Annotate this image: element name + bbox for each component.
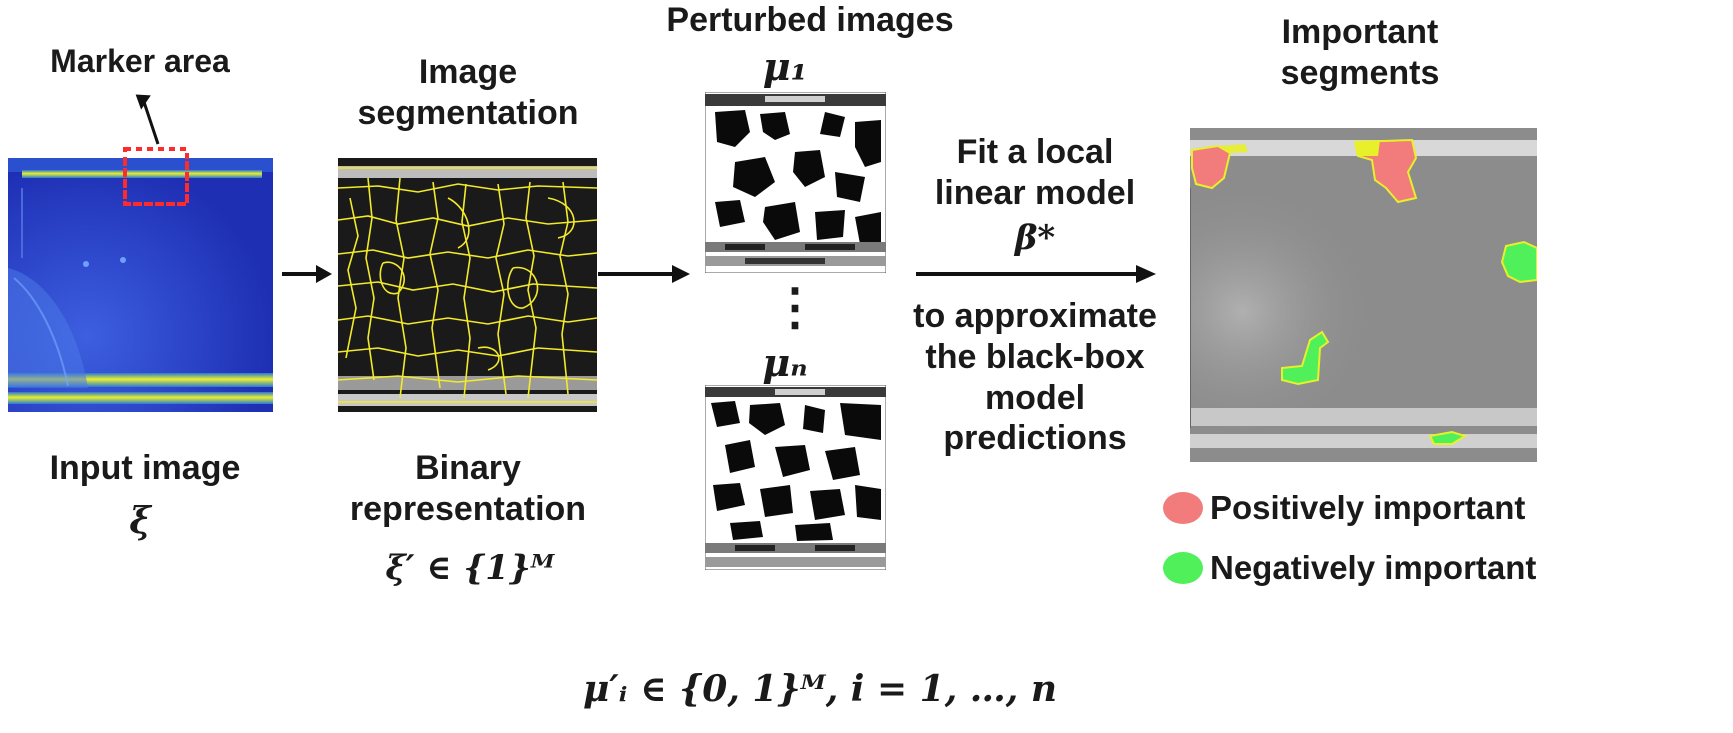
- fit-text-line-2: linear model: [934, 173, 1136, 212]
- approx-text-line-4: predictions: [943, 419, 1127, 458]
- approx-text-line-3: model: [984, 378, 1086, 417]
- binary-representation-label: Binary representation: [349, 449, 587, 528]
- approx-text: to approximate the black-box model predi…: [900, 296, 1170, 459]
- negative-segment-2: [1281, 330, 1330, 386]
- legend-positive-swatch: [1163, 492, 1203, 524]
- legend-positive-label: Positively important: [1210, 489, 1526, 526]
- perturbed-image-1: [705, 92, 886, 273]
- important-title: Important segments: [1230, 12, 1490, 94]
- marker-area-label: Marker area: [50, 43, 230, 79]
- approx-text-line-1: to approximate: [913, 297, 1157, 335]
- marker-box: [123, 147, 189, 206]
- legend-negative-label: Negatively important: [1210, 549, 1537, 586]
- mu1-label: μ₁: [762, 44, 808, 89]
- fit-text: Fit a local linear model: [910, 132, 1160, 214]
- approx-text-line-2: the black-box: [925, 337, 1145, 376]
- perturbed-title: Perturbed images: [666, 1, 954, 39]
- important-title-line-1: Important: [1281, 13, 1439, 51]
- fit-text-line-1: Fit a local: [956, 133, 1114, 171]
- input-image-label: Input image: [49, 449, 241, 487]
- arrow-segmentation-to-perturbed: [598, 265, 690, 283]
- binary-formula: ξ′ ∈ {1}ᴹ: [385, 548, 555, 588]
- marker-arrow: [135, 94, 160, 145]
- input-image: [8, 158, 273, 412]
- segmentation-title: Image segmentation: [357, 53, 579, 132]
- negative-segment-3: [1428, 430, 1468, 445]
- perturbation-formula: μ′ᵢ ∈ {0, 1}ᴹ, i = 1, …, n: [582, 668, 1058, 710]
- positive-segment-1: [1191, 144, 1248, 190]
- segmentation-image: [338, 158, 597, 412]
- arrow-input-to-segmentation: [282, 265, 332, 283]
- ellipsis-dots: ⋮: [770, 279, 820, 335]
- legend-negative-swatch: [1163, 552, 1203, 584]
- mun-label: μₙ: [762, 340, 808, 385]
- arrow-perturbed-to-important: [916, 265, 1156, 283]
- important-segments-image: [1190, 128, 1537, 462]
- negative-segment-1: [1500, 240, 1537, 284]
- important-title-line-2: segments: [1280, 53, 1440, 92]
- input-symbol: ξ: [129, 500, 151, 542]
- perturbed-image-n: [705, 385, 886, 570]
- beta-label: β*: [1014, 218, 1056, 258]
- positive-segment-2: [1353, 138, 1418, 204]
